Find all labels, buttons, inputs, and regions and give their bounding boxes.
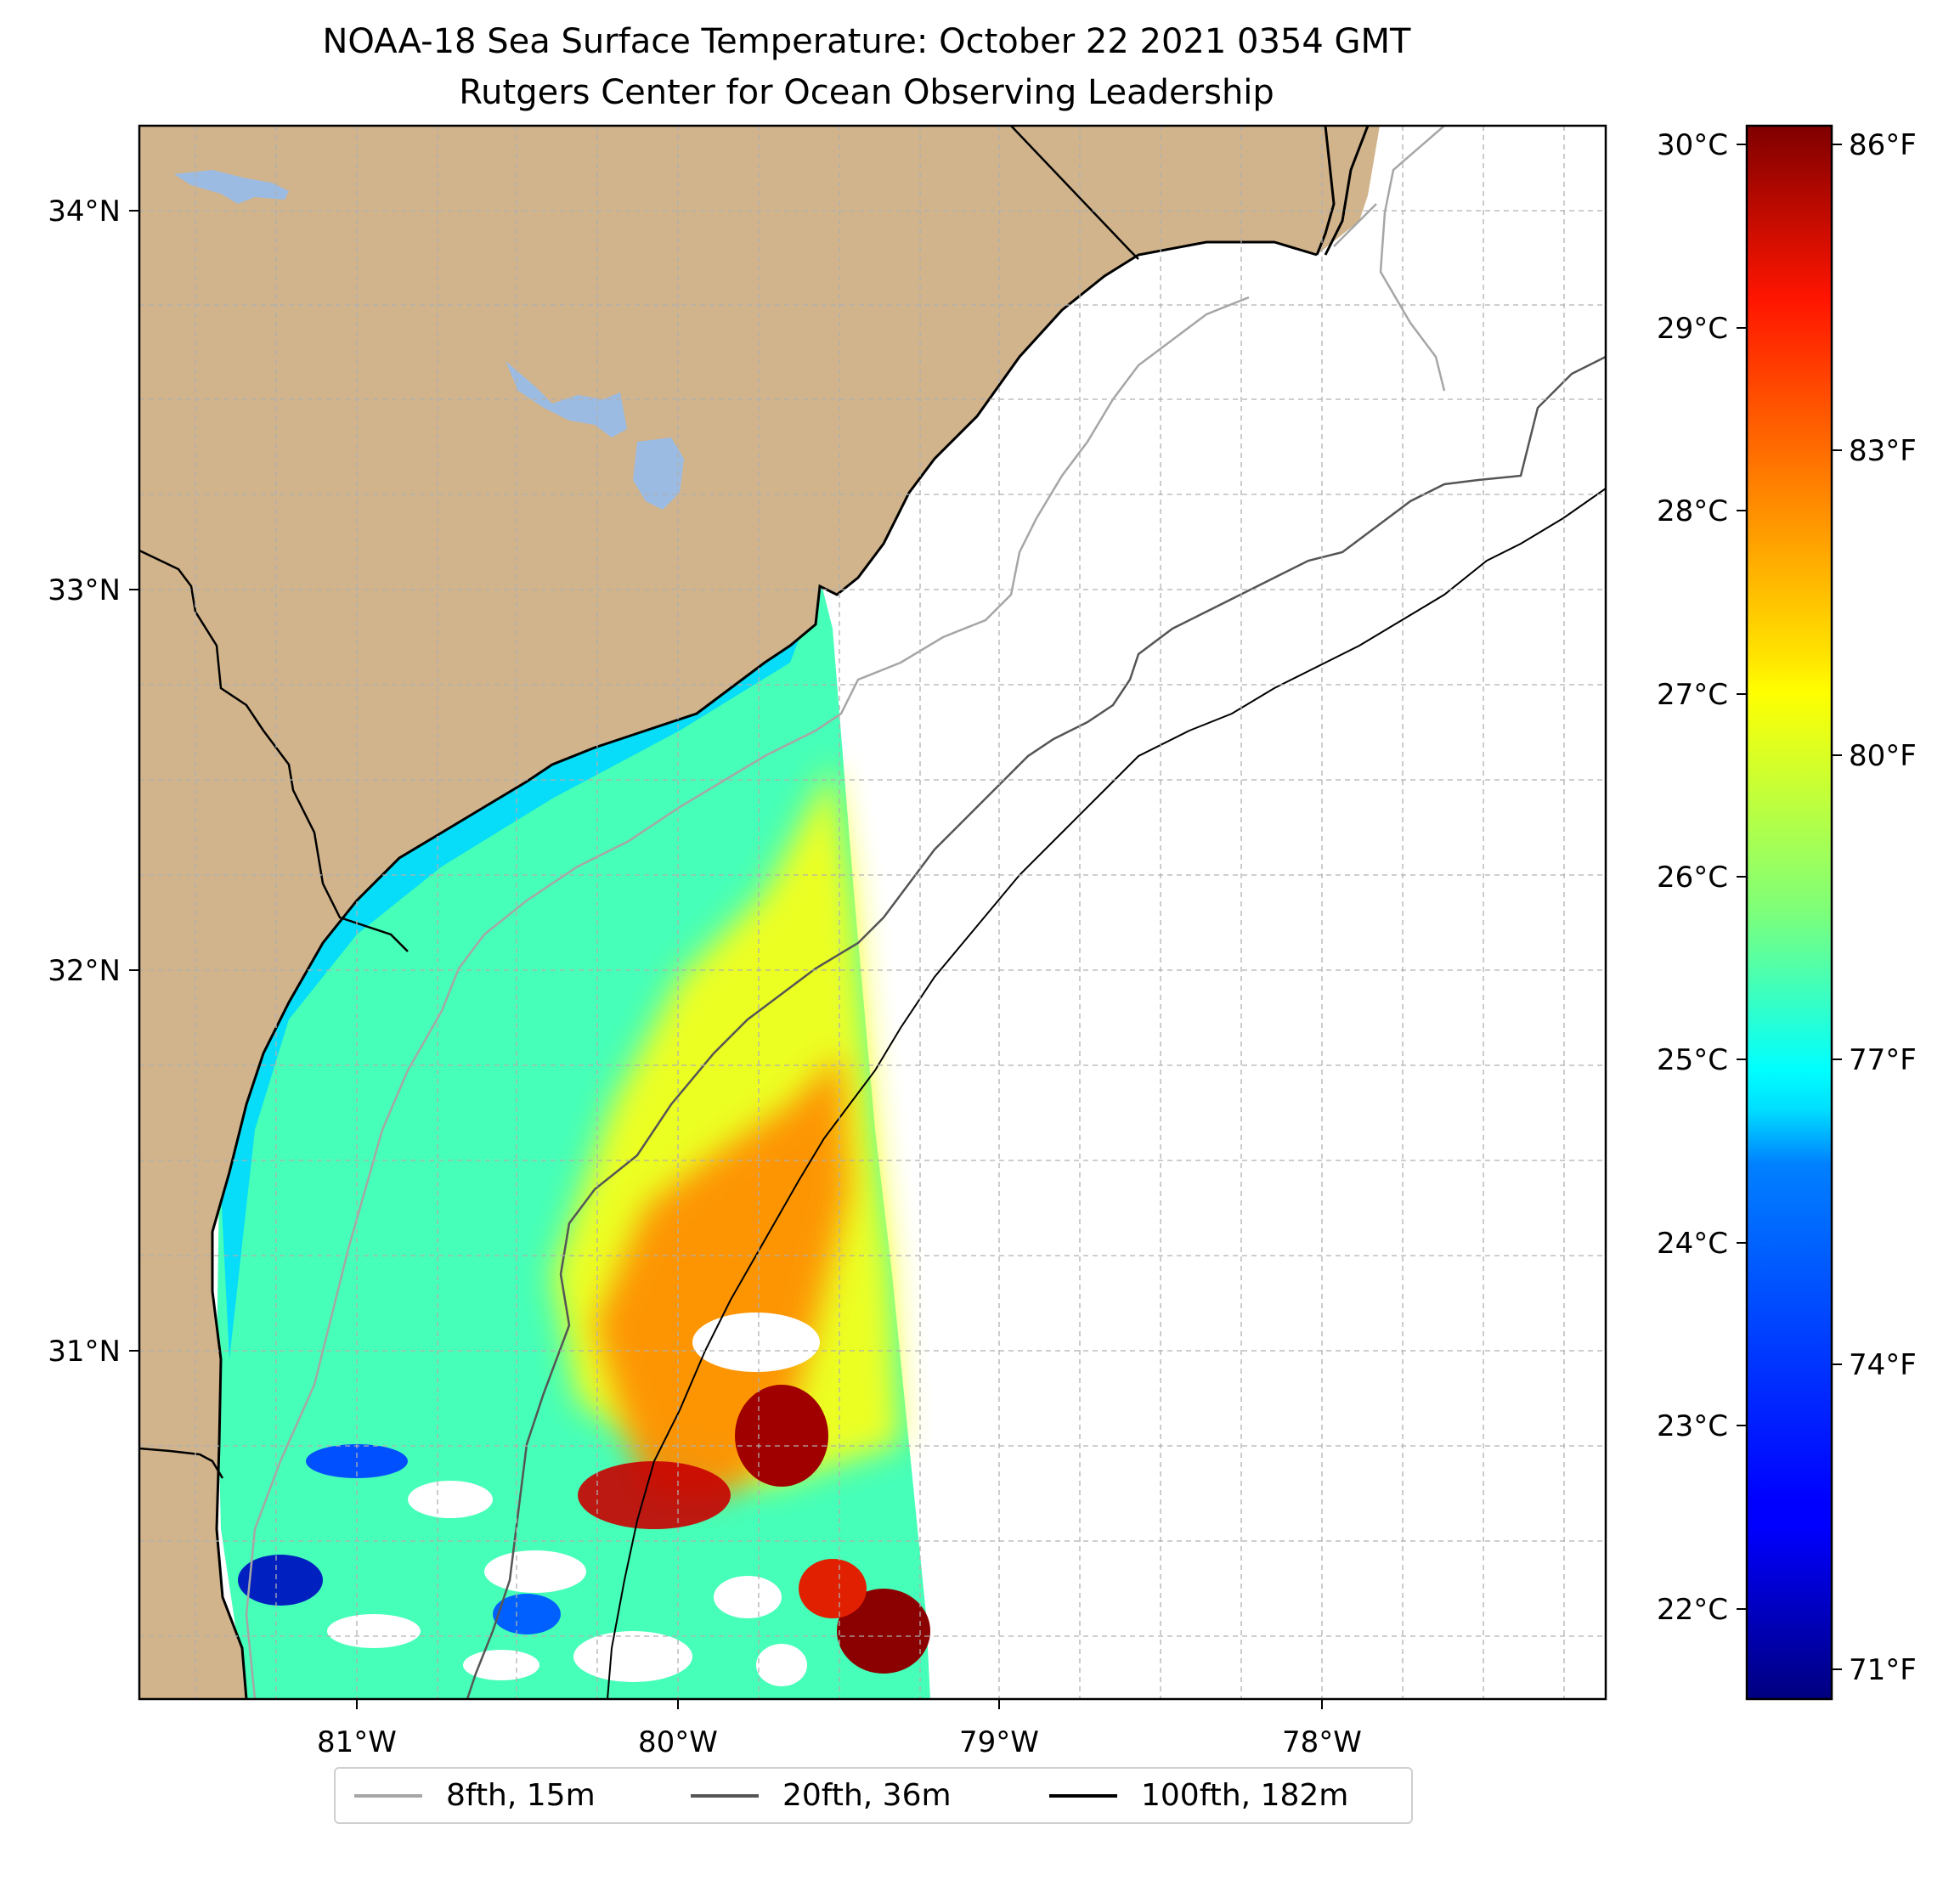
x-tick-label: 79°W [959, 1725, 1039, 1759]
isobath-100fth [607, 488, 1606, 1699]
state-border-ga-fl [139, 1447, 224, 1479]
state-border-sc-ga [139, 549, 409, 952]
sst-hot-core-4 [799, 1559, 867, 1618]
coastline [211, 126, 1370, 1699]
sst-blue-patch-1 [306, 1444, 408, 1478]
celsius-tick-label: 29°C [1657, 312, 1728, 346]
sst-blue-patch-2 [238, 1555, 323, 1606]
isobath-8fth [245, 126, 1446, 1699]
sst-cloud-3 [484, 1550, 586, 1593]
y-tick-label: 33°N [48, 573, 121, 607]
sst-hot-core-3 [837, 1589, 930, 1674]
legend-swatch-100fth [1049, 1793, 1117, 1798]
colorbar-celsius-ticks: 30°C 29°C 28°C 27°C 26°C 25°C 24°C 23°C … [1657, 128, 1747, 1627]
chart-subtitle: Rutgers Center for Ocean Observing Leade… [459, 73, 1274, 112]
sst-orange-band [595, 1053, 850, 1495]
celsius-tick-label: 22°C [1657, 1593, 1728, 1627]
map-frame [138, 124, 1607, 1701]
legend-item-100fth: 100fth, 182m [1049, 1769, 1348, 1822]
y-tick-label: 32°N [48, 954, 121, 988]
celsius-tick-label: 30°C [1657, 128, 1728, 162]
lake-marion [506, 361, 627, 438]
legend-label-100fth: 100fth, 182m [1141, 1778, 1349, 1813]
sst-cloud-5 [573, 1631, 692, 1682]
y-axis: 34°N 33°N 32°N 31°N [48, 195, 139, 1369]
sst-cloud-1 [692, 1313, 820, 1372]
x-axis: 81°W 80°W 79°W 78°W [317, 1699, 1362, 1759]
fahrenheit-tick-label: 80°F [1849, 739, 1917, 773]
fahrenheit-tick-label: 71°F [1849, 1653, 1917, 1687]
legend-swatch-20fth [691, 1793, 759, 1798]
sst-cloud-4 [327, 1614, 421, 1648]
isobath-legend: 8fth, 15m 20fth, 36m 100fth, 182m [334, 1767, 1413, 1824]
legend-swatch-8fth [354, 1793, 422, 1798]
x-tick-label: 78°W [1282, 1725, 1362, 1759]
y-tick-label: 31°N [48, 1335, 121, 1369]
fahrenheit-tick-label: 74°F [1849, 1348, 1917, 1382]
map-area [139, 126, 1606, 1699]
legend-item-8fth: 8fth, 15m [354, 1769, 596, 1822]
fahrenheit-tick-label: 77°F [1849, 1043, 1917, 1077]
y-tick-label: 34°N [48, 195, 121, 229]
chart-title: NOAA-18 Sea Surface Temperature: October… [323, 22, 1412, 61]
x-tick-label: 81°W [317, 1725, 397, 1759]
sst-cloud-2 [408, 1481, 493, 1518]
isobath-20fth [466, 355, 1606, 1699]
celsius-tick-label: 23°C [1657, 1409, 1728, 1443]
sst-blue-patch-3 [493, 1594, 561, 1634]
colorbar-fahrenheit-ticks: 86°F 83°F 80°F 77°F 74°F 71°F [1832, 128, 1917, 1687]
sst-cloud-7 [756, 1644, 807, 1686]
celsius-tick-label: 25°C [1657, 1043, 1728, 1077]
celsius-tick-label: 27°C [1657, 678, 1728, 712]
land [139, 126, 1380, 1699]
sst-hot-core-1 [735, 1385, 828, 1487]
colorbar-gradient [1745, 124, 1833, 1701]
colorbar: 30°C 29°C 28°C 27°C 26°C 25°C 24°C 23°C … [1657, 124, 1917, 1701]
sst-hot-core-2 [578, 1461, 731, 1529]
lake-northwest [174, 170, 289, 204]
gridlines [139, 126, 1606, 1699]
celsius-tick-label: 28°C [1657, 494, 1728, 528]
celsius-tick-label: 26°C [1657, 861, 1728, 895]
fahrenheit-tick-label: 86°F [1849, 128, 1917, 162]
legend-item-20fth: 20fth, 36m [691, 1769, 952, 1822]
legend-label-8fth: 8fth, 15m [446, 1778, 596, 1813]
celsius-tick-label: 24°C [1657, 1227, 1728, 1261]
lake-moultrie [633, 438, 684, 510]
legend-label-20fth: 20fth, 36m [782, 1778, 952, 1813]
fahrenheit-tick-label: 83°F [1849, 434, 1917, 468]
x-tick-label: 80°W [638, 1725, 718, 1759]
sst-cloud-6 [714, 1576, 782, 1618]
